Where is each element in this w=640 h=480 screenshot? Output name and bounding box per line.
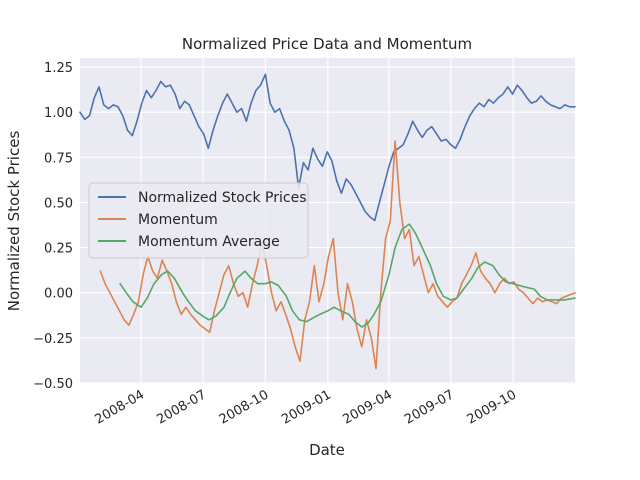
y-tick-label: −0.50 <box>33 377 73 392</box>
legend-label-momentum: Momentum <box>138 212 218 228</box>
y-tick-label: 0.50 <box>44 196 73 211</box>
y-tick-label: 0.00 <box>44 287 73 302</box>
x-tick-label: 2009-01 <box>279 387 334 427</box>
y-tick-label: 0.75 <box>44 151 73 166</box>
chart-title: Normalized Price Data and Momentum <box>182 35 472 53</box>
y-tick-label: 1.00 <box>44 106 73 121</box>
legend: Normalized Stock Prices Momentum Momentu… <box>89 183 308 258</box>
x-tick-label: 2009-07 <box>402 387 457 427</box>
x-tick-labels: 2008-04 2008-07 2008-10 2009-01 2009-04 2009-… <box>93 387 520 427</box>
legend-label-prices: Normalized Stock Prices <box>138 190 307 206</box>
y-tick-label: −0.25 <box>33 332 73 347</box>
x-tick-label: 2008-07 <box>154 387 209 427</box>
x-tick-label: 2009-10 <box>465 387 520 427</box>
y-axis-label: Normalized Stock Prices <box>5 131 23 312</box>
x-tick-label: 2008-04 <box>93 387 148 427</box>
y-tick-labels: 1.25 1.00 0.75 0.50 0.25 0.00 −0.25 −0.50 <box>33 61 73 392</box>
y-tick-label: 0.25 <box>44 242 73 257</box>
y-tick-label: 1.25 <box>44 61 73 76</box>
legend-label-momentum-average: Momentum Average <box>138 234 280 250</box>
x-axis-label: Date <box>309 441 345 459</box>
x-tick-label: 2009-04 <box>340 387 395 427</box>
x-tick-label: 2008-10 <box>217 387 272 427</box>
